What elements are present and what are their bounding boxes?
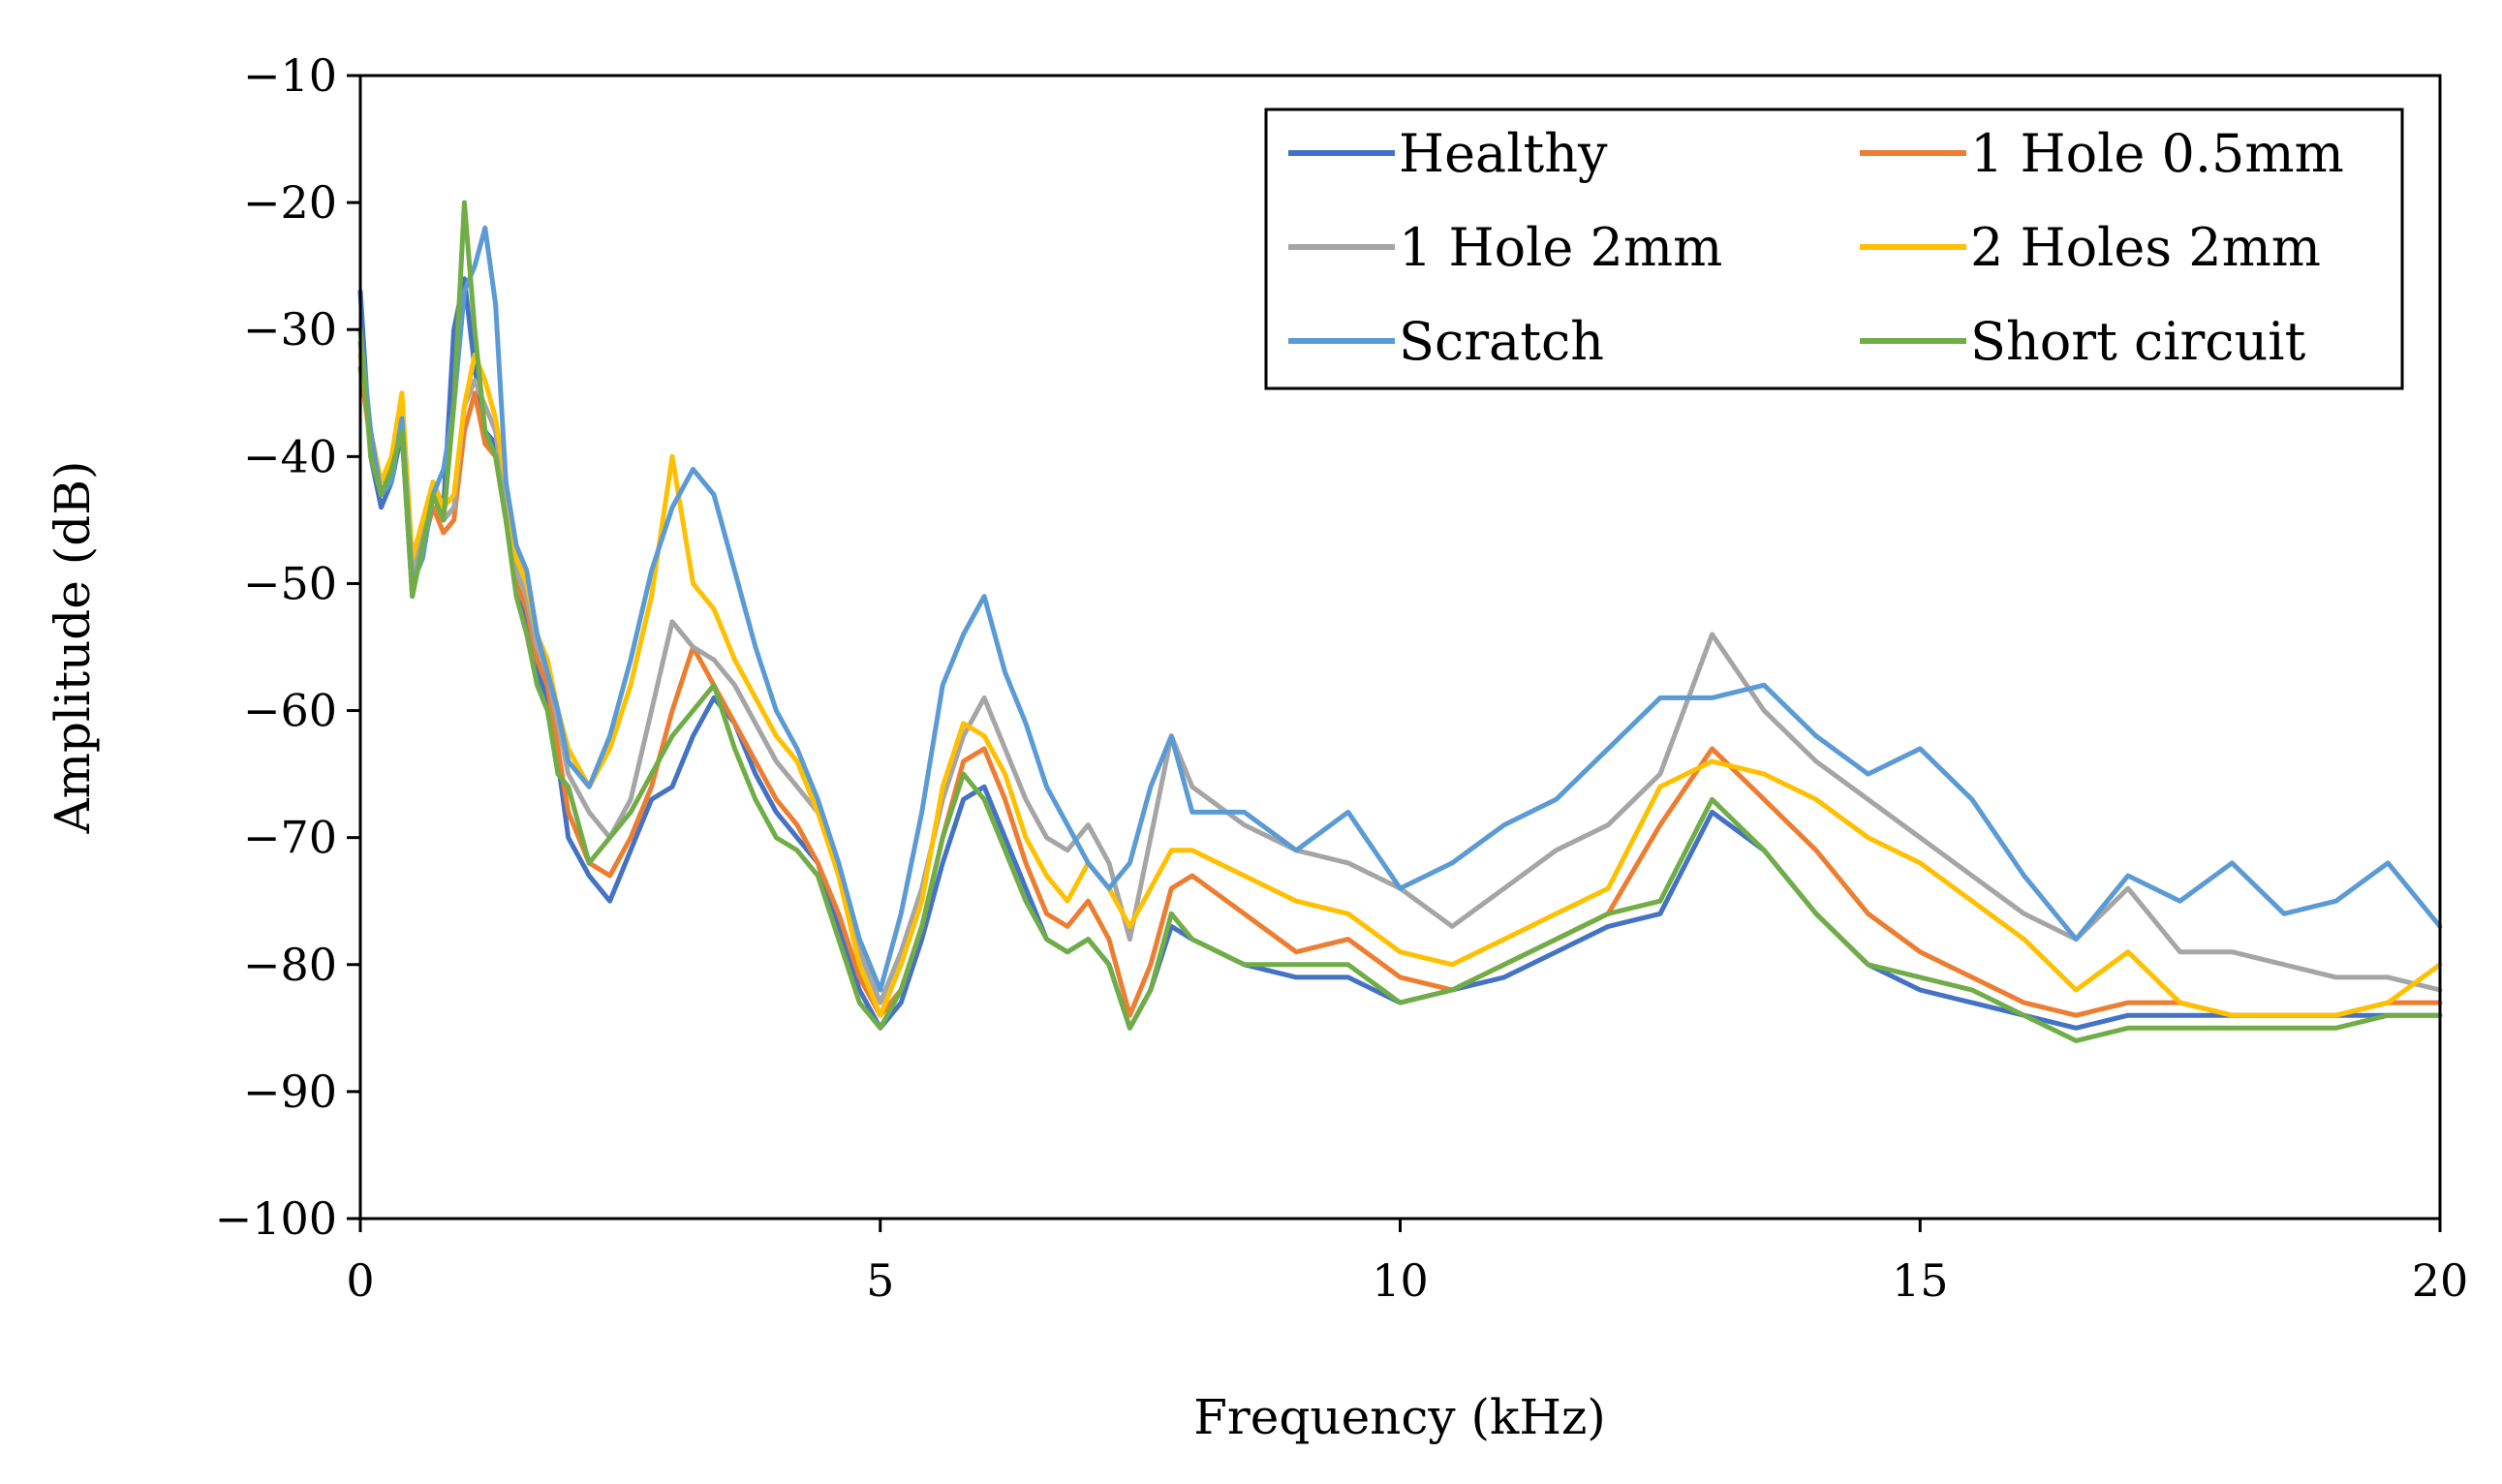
- legend-entry-short-circuit: Short circuit: [1860, 311, 2306, 372]
- y-tick-label: −100: [215, 1192, 337, 1245]
- y-tick-label: −60: [243, 685, 337, 737]
- series-layer: [357, 200, 2443, 1043]
- x-axis-title: Frequency (kHz): [1193, 1389, 1606, 1445]
- y-tick-label: −30: [243, 303, 337, 356]
- legend-entry-2-holes-2mm: 2 Holes 2mm: [1860, 217, 2321, 278]
- legend-box: [1264, 108, 2404, 390]
- legend-label-scratch: Scratch: [1399, 311, 1604, 372]
- x-tick-label: 0: [346, 1254, 374, 1307]
- legend-label-1-hole-2mm: 1 Hole 2mm: [1399, 217, 1722, 278]
- legend-label-2-holes-2mm: 2 Holes 2mm: [1970, 217, 2321, 278]
- legend-entry-healthy: Healthy: [1288, 123, 1608, 184]
- legend-entry-scratch: Scratch: [1288, 311, 1604, 372]
- y-tick-label: −40: [243, 430, 337, 482]
- legend-entry-1-hole-0-5mm: 1 Hole 0.5mm: [1860, 123, 2344, 184]
- y-tick-label: −50: [243, 557, 337, 609]
- y-tick-label: −90: [243, 1066, 337, 1118]
- y-tick-label: −80: [243, 939, 337, 991]
- y-tick-label: −70: [243, 812, 337, 864]
- tick-layer: 0 5 10 15 20 −10 −20 −30 −40 −50 −60 −70 −80 −90 −100: [215, 49, 2469, 1307]
- series-line-scratch: [357, 225, 2443, 993]
- legend: Healthy 1 Hole 0.5mm 1 Hole 2mm 2 Holes …: [1264, 108, 2404, 390]
- x-tick-label: 10: [1372, 1254, 1429, 1307]
- x-tick-label: 5: [866, 1254, 894, 1307]
- legend-label-healthy: Healthy: [1399, 123, 1608, 184]
- series-line-short-circuit: [357, 200, 2443, 1043]
- legend-entry-1-hole-2mm: 1 Hole 2mm: [1288, 217, 1722, 278]
- legend-label-short-circuit: Short circuit: [1970, 311, 2306, 372]
- series-line-2-holes-2mm: [357, 352, 2443, 1018]
- x-tick-label: 15: [1892, 1254, 1949, 1307]
- y-axis-title: Amplitude (dB): [45, 460, 101, 834]
- x-tick-label: 20: [2412, 1254, 2469, 1307]
- y-tick-label: −10: [243, 49, 337, 102]
- legend-label-1-hole-0-5mm: 1 Hole 0.5mm: [1970, 123, 2344, 184]
- y-tick-label: −20: [243, 176, 337, 229]
